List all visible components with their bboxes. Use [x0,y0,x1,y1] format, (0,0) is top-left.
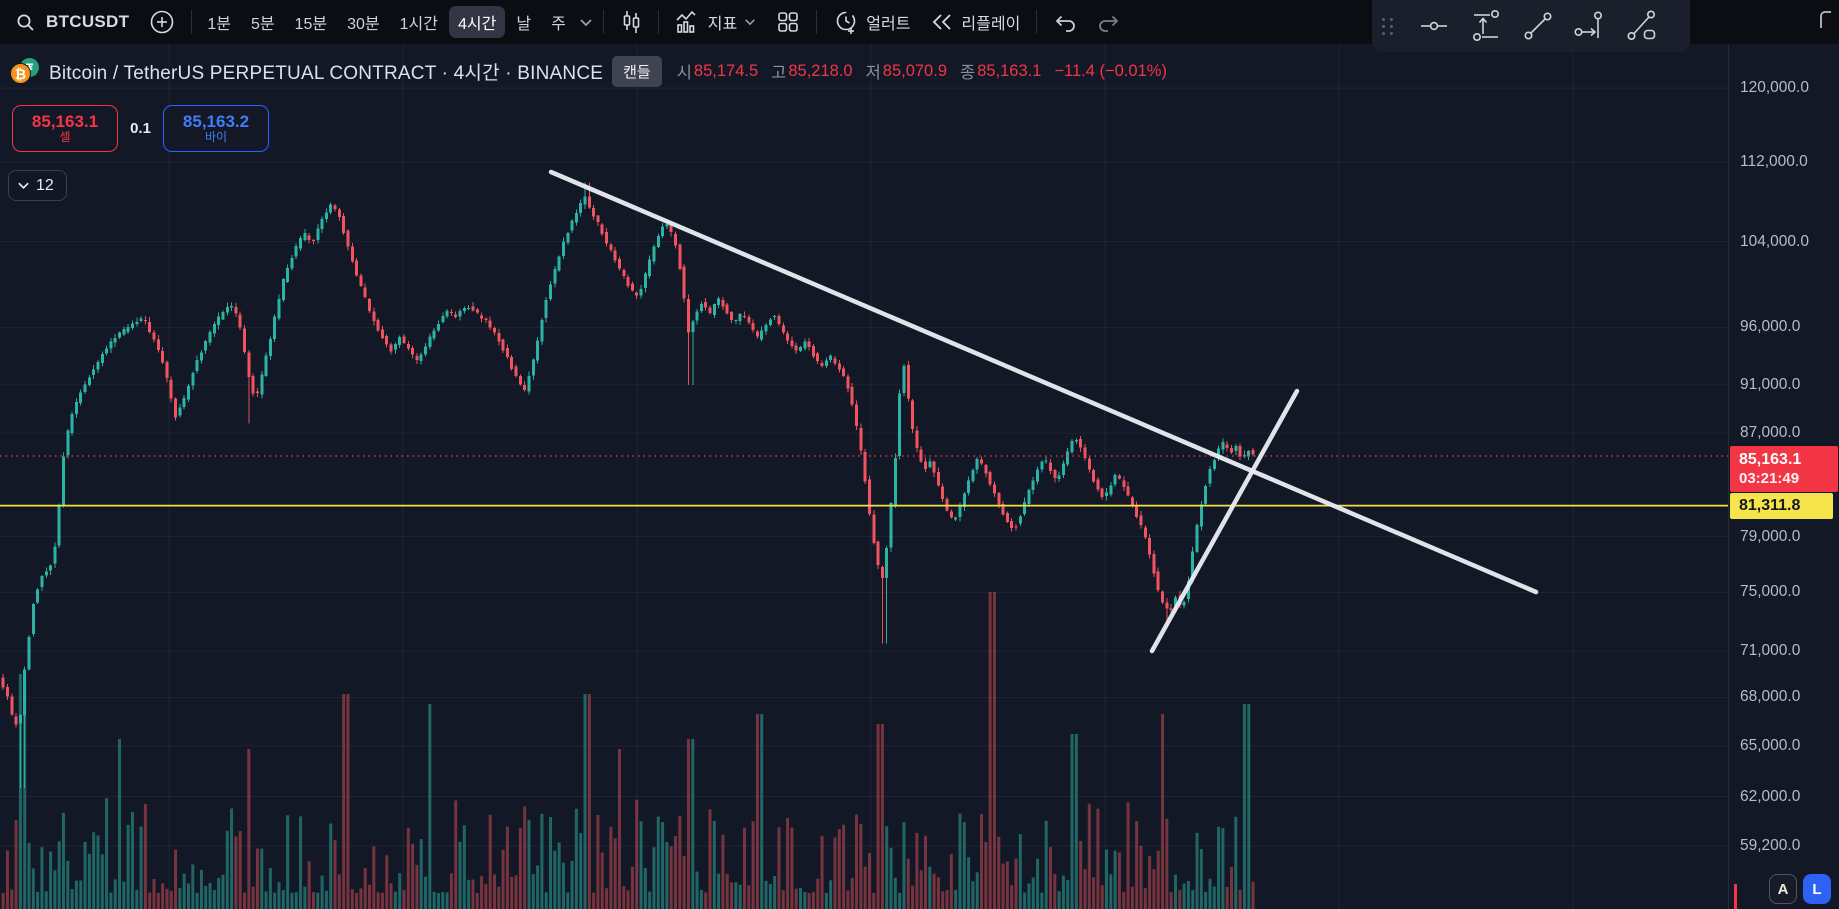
buy-price: 85,163.2 [182,111,250,131]
price-tick-label: 79,000.0 [1740,527,1801,545]
candlestick-chart-icon [620,10,642,34]
current-price-badge: 85,163.1 03:21:49 [1730,445,1838,492]
bar-countdown: 03:21:49 [1739,469,1800,487]
price-tick-label: 87,000.0 [1740,424,1801,442]
horizontal-ray-tool-icon[interactable] [1564,6,1616,46]
open-value: 85,174.5 [693,61,759,80]
interval-button-4시간[interactable]: 4시간 [448,6,506,38]
interval-button-30분[interactable]: 30분 [347,16,380,33]
price-tick-label: 65,000.0 [1740,736,1801,754]
close-label: 종 [960,64,976,82]
trade-panel: 85,163.1 셀 0.1 85,163.2 바이 [12,105,269,152]
cross-line-tool-icon[interactable] [1616,6,1668,46]
sell-button[interactable]: 85,163.1 셀 [12,105,118,152]
replay-rewind-icon [930,12,954,32]
buy-label: 바이 [204,130,228,145]
chart-type-tooltip: 캔들 [612,55,662,87]
bitcoin-logo-icon: ₿ [10,63,31,84]
object-tree-widget[interactable]: 12 [8,170,67,201]
interval-button-5분[interactable]: 5분 [250,16,275,33]
price-tick-label: 75,000.0 [1740,583,1801,601]
interval-dropdown-arrow[interactable] [575,5,597,39]
replay-label: 리플레이 [961,16,1021,33]
close-value: 85,163.1 [977,61,1042,80]
indicators-button[interactable]: 지표 [665,5,766,39]
btc-usdt-pair-logo: ₮ ₿ [10,58,40,84]
price-tick-label: 71,000.0 [1740,642,1801,660]
price-tick-label: 96,000.0 [1740,318,1801,336]
undo-icon [1053,12,1077,32]
alert-clock-icon [833,9,859,35]
object-count: 12 [36,176,54,194]
axis-red-marker [1734,884,1737,909]
alert-price: 81,311.8 [1739,496,1801,514]
chevron-down-icon [17,181,30,190]
long-position-tool-icon[interactable] [1460,6,1512,46]
sell-label: 셀 [59,130,71,145]
change-value: −11.4 (−0.01%) [1054,61,1167,80]
drawing-tools-panel [1372,0,1690,52]
spread-value: 0.1 [130,120,151,137]
interval-button-15분[interactable]: 15분 [294,16,328,33]
symbol-search-button[interactable]: BTCUSDT [6,5,139,39]
alert-button[interactable]: 얼러트 [823,5,920,39]
indicators-icon [675,10,701,34]
auto-scale-button[interactable]: A [1769,874,1797,904]
price-tick-label: 104,000.0 [1740,232,1809,250]
chevron-down-icon [579,18,593,27]
redo-icon [1097,12,1121,32]
price-tick-label: 59,200.0 [1740,837,1801,855]
layout-grid-icon [776,10,800,34]
ohlc-values: 시 85,174.5 고 85,218.0 저 85,070.9 종 85,163.1 … [677,59,1167,83]
open-label: 시 [676,64,692,82]
alert-label: 얼러트 [866,16,911,33]
price-tick-label: 120,000.0 [1740,79,1809,97]
low-label: 저 [865,64,881,82]
toolbar-separator [657,10,659,34]
toolbar-separator [602,10,604,34]
compare-add-symbol-button[interactable] [139,5,185,39]
toolbar-separator [1036,10,1038,34]
price-tick-label: 91,000.0 [1740,375,1801,393]
price-axis[interactable]: 120,000.0 112,000.0 104,000.0 96,000.0 91,00… [1728,44,1839,909]
plus-circle-icon [149,9,175,35]
toolbar-separator [816,10,818,34]
sell-price: 85,163.1 [31,111,99,131]
horizontal-line-tool-icon[interactable] [1408,6,1460,46]
interval-button-1시간[interactable]: 1시간 [399,16,438,33]
layout-grid-button[interactable] [766,5,810,39]
price-tick-label: 62,000.0 [1740,787,1801,805]
symbol-description[interactable]: Bitcoin / TetherUS PERPETUAL CONTRACT · … [49,62,604,84]
interval-button-주[interactable]: 주 [551,16,566,33]
trend-line-tool-icon[interactable] [1512,6,1564,46]
high-value: 85,218.0 [788,61,853,80]
price-tick-label: 68,000.0 [1740,688,1801,706]
alert-price-badge: 81,311.8 [1730,492,1833,519]
log-scale-button[interactable]: L [1803,874,1831,904]
indicators-label: 지표 [707,16,738,33]
search-icon [16,13,35,32]
low-value: 85,070.9 [882,61,947,80]
scale-buttons: A L [1769,874,1831,904]
undo-button[interactable] [1043,5,1087,39]
window-corner-icon [1818,9,1834,34]
symbol-name: BTCUSDT [46,12,130,31]
interval-button-1분[interactable]: 1분 [207,16,231,33]
chevron-down-icon [744,18,756,26]
price-tick-label: 112,000.0 [1740,153,1808,171]
interval-buttons: 1분 5분 15분 30분 1시간 4시간 날 주 [198,6,574,38]
toolbar-separator [191,10,193,34]
redo-button[interactable] [1087,5,1131,39]
drag-handle-icon[interactable] [1382,17,1394,35]
high-label: 고 [771,64,787,82]
chart-legend-row: ₮ ₿ Bitcoin / TetherUS PERPETUAL CONTRAC… [10,55,1167,87]
interval-button-날[interactable]: 날 [516,16,532,33]
current-price: 85,163.1 [1739,450,1802,468]
chart-type-button[interactable] [610,5,652,39]
replay-button[interactable]: 리플레이 [920,5,1030,39]
buy-button[interactable]: 85,163.2 바이 [163,105,269,152]
